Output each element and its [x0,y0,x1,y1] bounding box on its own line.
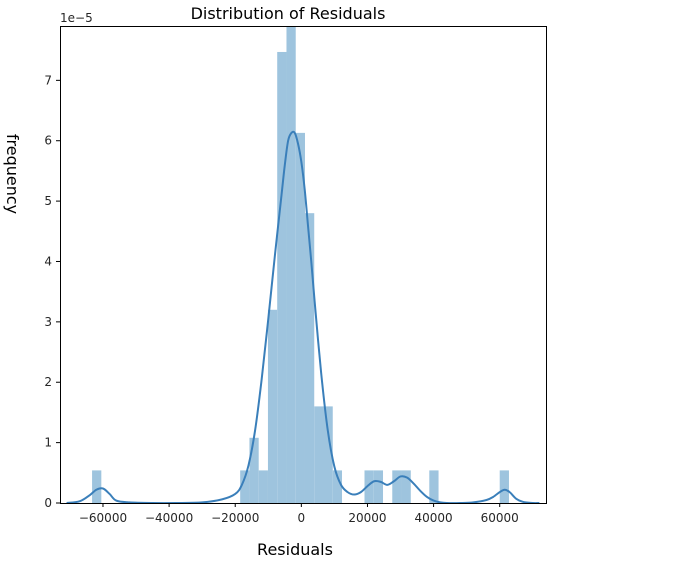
histogram-bar-11 [332,470,343,503]
histogram-bar-17 [499,470,509,503]
x-tick-label-1: −40000 [145,511,193,525]
y-axis-title: frequency [3,134,22,214]
histogram-bar-12 [364,470,374,503]
y-tick-label-2: 2 [44,375,52,389]
histogram-bar-1 [240,470,250,503]
y-offset-label: 1e−5 [60,11,93,25]
y-tick-label-1: 1 [44,436,52,450]
y-axis: 0 1 2 3 4 5 6 7 [44,73,60,510]
y-tick-label-7: 7 [44,73,52,87]
histogram-bar-9 [314,406,324,503]
x-tick-label-6: 60000 [481,511,519,525]
y-tick-label-3: 3 [44,315,52,329]
y-tick-label-0: 0 [44,496,52,510]
histogram-bar-2 [249,437,259,503]
kde-line [66,130,540,503]
x-tick-label-5: 40000 [414,511,452,525]
histogram-bar-0 [92,470,102,503]
x-tick-label-2: −20000 [211,511,259,525]
histogram-bar-4 [267,309,278,503]
x-axis-title: Residuals [257,540,333,559]
x-tick-label-4: 20000 [348,511,386,525]
plot-frame [60,26,547,504]
y-tick-label-4: 4 [44,254,52,268]
histogram-bar-8 [304,213,315,503]
histogram-bar-5 [277,51,287,503]
histogram-bar-16 [429,470,439,503]
kde-curve-group [66,130,540,503]
x-tick-label-3: 0 [298,511,306,525]
y-tick-label-5: 5 [44,194,52,208]
histogram-bar-7 [295,132,305,503]
x-tick-label-0: −60000 [79,511,127,525]
histogram-bar-14 [392,470,402,503]
histogram-bar-6 [286,26,296,503]
histogram-bar-15 [401,470,411,503]
chart-title: Distribution of Residuals [191,4,386,23]
x-axis: −60000 −40000 −20000 0 20000 40000 60000 [79,503,519,525]
histogram-bar-10 [323,406,333,503]
histogram-bar-3 [258,470,268,503]
histogram-bars [92,26,509,503]
y-tick-label-6: 6 [44,134,52,148]
histogram-bar-13 [373,470,384,503]
